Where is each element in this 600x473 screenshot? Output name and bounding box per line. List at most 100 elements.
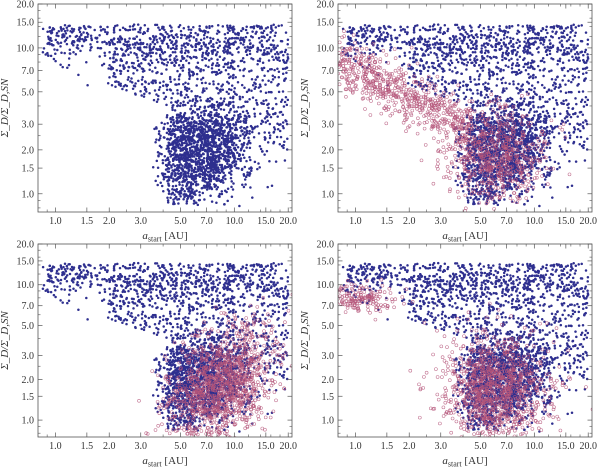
- data-point-filled: [550, 25, 554, 29]
- data-point-filled: [208, 164, 212, 167]
- data-point-filled: [249, 166, 253, 169]
- data-point-filled: [277, 82, 280, 86]
- data-point-filled: [133, 51, 136, 55]
- data-point-filled: [204, 119, 207, 123]
- data-point-filled: [232, 105, 235, 109]
- data-point-filled: [449, 59, 453, 62]
- data-point-filled: [171, 104, 174, 107]
- data-point-filled: [261, 45, 264, 49]
- data-point-filled: [98, 33, 101, 37]
- data-point-filled: [155, 38, 158, 41]
- data-point-filled: [108, 63, 111, 67]
- data-point-filled: [475, 41, 478, 44]
- data-point-filled: [192, 202, 196, 205]
- data-point-filled: [570, 68, 573, 71]
- data-point-filled: [217, 124, 220, 127]
- data-point-filled: [457, 48, 460, 51]
- data-point-filled: [155, 58, 159, 62]
- data-point-filled: [46, 54, 50, 57]
- data-point-filled: [357, 34, 360, 38]
- data-point-filled: [462, 58, 466, 62]
- data-point-filled: [212, 80, 215, 83]
- data-point-filled: [227, 148, 231, 152]
- data-point-filled: [219, 157, 223, 160]
- data-point-filled: [461, 84, 465, 87]
- data-point-filled: [447, 62, 450, 65]
- data-point-filled: [276, 58, 279, 62]
- data-point-filled: [176, 166, 179, 169]
- data-point-filled: [172, 198, 175, 201]
- data-point-filled: [78, 26, 81, 30]
- data-point-filled: [462, 80, 465, 83]
- data-point-filled: [232, 73, 235, 77]
- data-point-filled: [216, 166, 220, 170]
- data-point-filled: [533, 128, 537, 132]
- data-point-filled: [256, 50, 259, 53]
- data-point-filled: [195, 39, 198, 43]
- data-point-filled: [199, 38, 203, 42]
- data-point-filled: [231, 26, 234, 30]
- data-point-filled: [242, 40, 246, 43]
- data-point-filled: [419, 35, 422, 38]
- data-point-filled: [494, 31, 497, 35]
- data-point-filled: [216, 38, 220, 42]
- data-point-filled: [253, 115, 257, 118]
- data-point-filled: [212, 142, 216, 146]
- data-point-filled: [560, 101, 563, 105]
- data-point-filled: [136, 59, 140, 62]
- data-point-filled: [220, 119, 224, 123]
- data-point-filled: [474, 83, 477, 86]
- data-point-filled: [185, 37, 188, 40]
- data-point-filled: [160, 152, 163, 156]
- data-point-filled: [134, 93, 137, 96]
- data-point-filled: [151, 165, 155, 169]
- data-point-filled: [165, 68, 168, 71]
- data-point-filled: [472, 177, 475, 180]
- data-point-filled: [190, 139, 194, 143]
- data-point-filled: [246, 173, 249, 177]
- data-point-filled: [208, 26, 211, 30]
- data-point-filled: [183, 171, 187, 174]
- data-point-filled: [215, 100, 219, 104]
- data-point-filled: [184, 81, 187, 85]
- data-point-filled: [215, 188, 218, 191]
- data-point-filled: [548, 129, 551, 133]
- data-point-filled: [544, 35, 548, 39]
- data-point-filled: [545, 90, 549, 94]
- data-point-filled: [538, 68, 542, 72]
- data-point-filled: [216, 24, 220, 27]
- data-point-filled: [544, 28, 548, 32]
- data-point-filled: [208, 182, 212, 186]
- data-point-filled: [510, 25, 514, 28]
- data-point-filled: [216, 58, 219, 61]
- data-point-filled: [79, 37, 82, 41]
- data-point-filled: [564, 83, 567, 86]
- data-point-filled: [230, 88, 233, 92]
- data-point-filled: [573, 75, 577, 79]
- data-point-filled: [579, 39, 583, 43]
- data-point-filled: [185, 89, 189, 93]
- data-point-filled: [207, 140, 210, 143]
- data-point-filled: [181, 63, 185, 67]
- data-point-filled: [207, 177, 211, 181]
- data-point-filled: [273, 68, 276, 72]
- data-point-filled: [199, 99, 203, 102]
- data-point-filled: [276, 122, 279, 126]
- data-point-filled: [219, 97, 223, 100]
- data-point-filled: [236, 64, 240, 68]
- data-point-filled: [176, 163, 179, 167]
- data-point-filled: [155, 23, 159, 27]
- data-point-filled: [246, 100, 249, 103]
- data-point-filled: [241, 183, 244, 187]
- data-point-filled: [130, 81, 134, 84]
- data-point-filled: [175, 144, 178, 147]
- data-point-filled: [528, 51, 532, 54]
- data-point-filled: [441, 50, 444, 54]
- data-point-filled: [412, 30, 416, 34]
- data-point-filled: [552, 135, 556, 139]
- data-point-filled: [270, 68, 273, 71]
- data-point-filled: [220, 117, 224, 120]
- data-point-filled: [223, 203, 226, 206]
- data-point-filled: [238, 98, 242, 101]
- data-point-filled: [508, 82, 511, 86]
